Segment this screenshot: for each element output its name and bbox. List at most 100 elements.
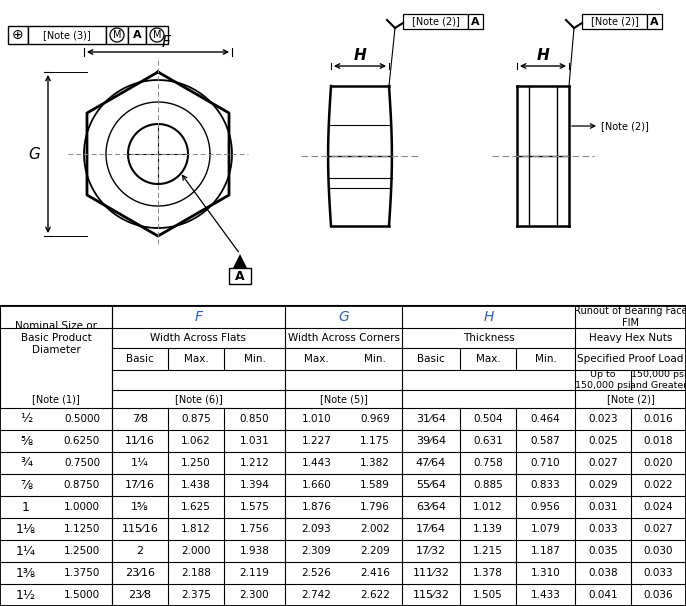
Text: G: G xyxy=(28,147,40,162)
Text: 0.587: 0.587 xyxy=(531,436,560,446)
Text: 1.756: 1.756 xyxy=(239,524,270,534)
Text: H: H xyxy=(536,48,549,63)
Text: 1.1250: 1.1250 xyxy=(64,524,100,534)
Text: ⊕: ⊕ xyxy=(12,28,24,42)
FancyBboxPatch shape xyxy=(8,26,28,44)
Text: M: M xyxy=(153,30,161,40)
Text: 47⁄64: 47⁄64 xyxy=(416,458,446,468)
Text: 0.850: 0.850 xyxy=(239,414,270,424)
Text: Thickness: Thickness xyxy=(462,333,514,343)
Text: Min.: Min. xyxy=(534,354,556,364)
Text: 0.016: 0.016 xyxy=(643,414,674,424)
Text: 0.027: 0.027 xyxy=(643,524,674,534)
Text: 1⅝: 1⅝ xyxy=(131,502,149,512)
Text: F: F xyxy=(195,310,202,324)
Text: 0.875: 0.875 xyxy=(181,414,211,424)
Text: [Note (2)]: [Note (2)] xyxy=(591,16,639,27)
Text: 0.6250: 0.6250 xyxy=(64,436,100,446)
Text: 1.250: 1.250 xyxy=(181,458,211,468)
Text: M: M xyxy=(113,30,121,40)
Text: 1: 1 xyxy=(22,501,30,513)
Text: G: G xyxy=(338,310,349,324)
Text: 0.504: 0.504 xyxy=(473,414,503,424)
Text: 115⁄16: 115⁄16 xyxy=(121,524,158,534)
Text: 1.812: 1.812 xyxy=(181,524,211,534)
Text: 1.139: 1.139 xyxy=(473,524,503,534)
FancyBboxPatch shape xyxy=(28,26,106,44)
Text: 1.625: 1.625 xyxy=(181,502,211,512)
Text: 0.758: 0.758 xyxy=(473,458,503,468)
Text: Min.: Min. xyxy=(244,354,265,364)
Text: 1.876: 1.876 xyxy=(302,502,331,512)
Text: 1.378: 1.378 xyxy=(473,568,503,578)
Text: Specified Proof Load: Specified Proof Load xyxy=(578,354,684,364)
Text: 111⁄32: 111⁄32 xyxy=(412,568,449,578)
Text: 1.062: 1.062 xyxy=(181,436,211,446)
Text: 1¼: 1¼ xyxy=(131,458,149,468)
FancyBboxPatch shape xyxy=(403,14,468,29)
Text: 17⁄64: 17⁄64 xyxy=(416,524,446,534)
Text: 1.215: 1.215 xyxy=(473,546,503,556)
Text: 1⅜: 1⅜ xyxy=(16,567,36,579)
Text: 0.031: 0.031 xyxy=(588,502,618,512)
Text: 39⁄64: 39⁄64 xyxy=(416,436,446,446)
Text: 0.023: 0.023 xyxy=(588,414,618,424)
Text: 1.394: 1.394 xyxy=(239,480,270,490)
Text: Basic: Basic xyxy=(126,354,154,364)
FancyBboxPatch shape xyxy=(582,14,647,29)
Text: 2.742: 2.742 xyxy=(302,590,331,600)
Text: [Note (6)]: [Note (6)] xyxy=(175,394,222,404)
Text: 115⁄32: 115⁄32 xyxy=(412,590,449,600)
Text: 23⁄8: 23⁄8 xyxy=(128,590,152,600)
Text: [Note (1)]: [Note (1)] xyxy=(32,394,80,404)
Text: 0.041: 0.041 xyxy=(588,590,618,600)
Text: H: H xyxy=(353,48,366,63)
Text: A: A xyxy=(650,16,659,27)
Text: A: A xyxy=(471,16,480,27)
Text: 0.036: 0.036 xyxy=(643,590,674,600)
Text: 2.375: 2.375 xyxy=(181,590,211,600)
Text: ⅝: ⅝ xyxy=(20,435,32,447)
Text: Runout of Bearing Face
FIM: Runout of Bearing Face FIM xyxy=(573,306,686,328)
Text: 0.033: 0.033 xyxy=(643,568,674,578)
Text: 1.575: 1.575 xyxy=(239,502,270,512)
Text: 1.660: 1.660 xyxy=(302,480,331,490)
Text: 2.188: 2.188 xyxy=(181,568,211,578)
Text: 0.631: 0.631 xyxy=(473,436,503,446)
Text: Width Across Flats: Width Across Flats xyxy=(150,333,246,343)
Text: 1.031: 1.031 xyxy=(239,436,270,446)
Text: 7⁄8: 7⁄8 xyxy=(132,414,148,424)
Text: 0.027: 0.027 xyxy=(588,458,618,468)
Text: 1⅛: 1⅛ xyxy=(16,522,36,536)
Text: H: H xyxy=(484,310,494,324)
FancyBboxPatch shape xyxy=(647,14,662,29)
Text: ⅞: ⅞ xyxy=(20,479,32,491)
Text: 17⁄32: 17⁄32 xyxy=(416,546,446,556)
Text: 2.209: 2.209 xyxy=(360,546,390,556)
Text: [Note (2)]: [Note (2)] xyxy=(601,121,649,131)
Text: Max.: Max. xyxy=(475,354,500,364)
Text: Width Across Corners: Width Across Corners xyxy=(287,333,399,343)
Text: 0.025: 0.025 xyxy=(588,436,618,446)
Text: 31⁄64: 31⁄64 xyxy=(416,414,446,424)
Text: Up to
150,000 psi: Up to 150,000 psi xyxy=(575,370,631,390)
Text: 1.589: 1.589 xyxy=(360,480,390,490)
Text: 2.526: 2.526 xyxy=(302,568,331,578)
Text: 55⁄64: 55⁄64 xyxy=(416,480,446,490)
Text: 1.079: 1.079 xyxy=(531,524,560,534)
Text: 0.029: 0.029 xyxy=(588,480,618,490)
Text: 150,000 psi
and Greater: 150,000 psi and Greater xyxy=(630,370,686,390)
Text: 1.187: 1.187 xyxy=(530,546,560,556)
FancyBboxPatch shape xyxy=(468,14,483,29)
Text: 1.175: 1.175 xyxy=(360,436,390,446)
Text: Min.: Min. xyxy=(364,354,386,364)
Text: 1.505: 1.505 xyxy=(473,590,503,600)
Polygon shape xyxy=(233,254,247,268)
Text: 0.833: 0.833 xyxy=(531,480,560,490)
Text: 0.5000: 0.5000 xyxy=(64,414,100,424)
Text: 63⁄64: 63⁄64 xyxy=(416,502,446,512)
Text: 2: 2 xyxy=(137,546,143,556)
Text: 1.0000: 1.0000 xyxy=(64,502,100,512)
Text: 0.885: 0.885 xyxy=(473,480,503,490)
Text: 0.020: 0.020 xyxy=(643,458,673,468)
